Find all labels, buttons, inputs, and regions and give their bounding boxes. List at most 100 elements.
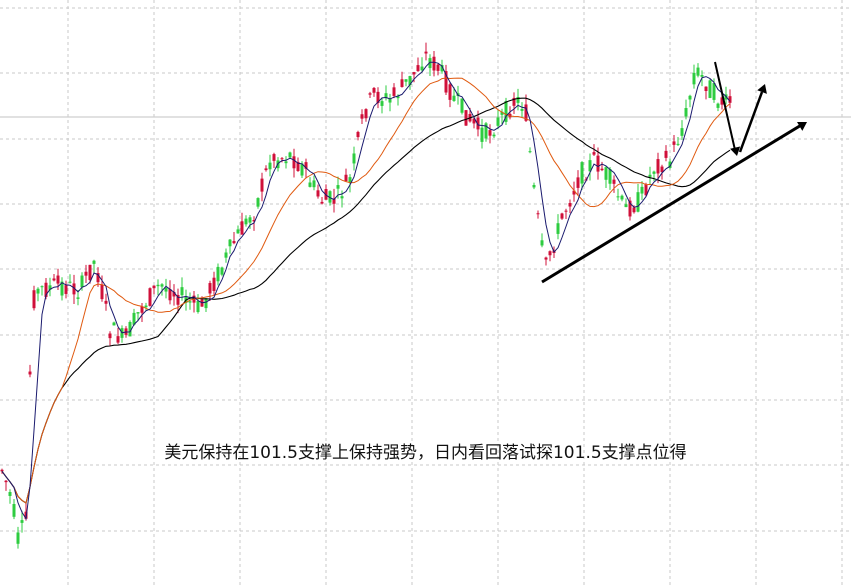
candle-body (536, 213, 540, 215)
candle-body (388, 98, 392, 103)
candle-body (340, 196, 344, 199)
candle-body (28, 371, 32, 375)
ma-long-line (1, 97, 731, 504)
candle-body (112, 322, 116, 326)
candle-body (260, 178, 264, 192)
candle-body (592, 152, 596, 155)
candle-body (172, 291, 176, 297)
candle-body (348, 177, 352, 183)
candle-body (36, 288, 40, 294)
candle-body (196, 300, 200, 312)
candle-body (668, 161, 672, 168)
candle-body (600, 168, 604, 171)
candle-body (404, 79, 408, 82)
candle-body (320, 201, 324, 204)
candle-body (556, 223, 560, 234)
candle-body (708, 80, 712, 98)
candle-body (156, 284, 160, 287)
candle-body (680, 128, 684, 136)
candle-body (212, 277, 216, 291)
candle-body (152, 285, 156, 289)
candle-body (68, 281, 72, 283)
candle-body (596, 155, 600, 172)
candle-body (428, 58, 432, 69)
candle-body (608, 169, 612, 184)
candle-body (232, 241, 236, 244)
trend-annotations (541, 61, 807, 284)
candle-body (336, 185, 340, 189)
candle-body (424, 51, 428, 54)
candle-body (504, 101, 508, 122)
candle-body (500, 111, 504, 115)
candle-body (76, 297, 80, 299)
candle-body (716, 103, 720, 108)
candle-body (88, 264, 92, 281)
candle-body (720, 97, 724, 105)
candle-body (420, 66, 424, 71)
candle-body (676, 143, 680, 145)
candle-body (496, 117, 500, 126)
candle-body (264, 168, 268, 171)
candle-body (252, 220, 256, 222)
trendline-arrow (541, 122, 804, 284)
candle-body (464, 110, 468, 126)
candlestick-series (0, 42, 732, 549)
candle-body (548, 251, 552, 256)
candle-body (164, 287, 168, 292)
candle-body (32, 290, 36, 309)
candle-body (168, 289, 172, 301)
candle-body (80, 275, 84, 288)
candle-body (692, 72, 696, 85)
candle-body (528, 151, 532, 153)
candle-body (664, 150, 668, 158)
candle-body (20, 520, 24, 523)
candle-body (480, 127, 484, 142)
candle-body (564, 210, 568, 212)
candle-body (384, 93, 388, 98)
candle-body (632, 207, 636, 213)
candle-body (436, 64, 440, 71)
candle-body (408, 76, 412, 85)
candle-body (272, 154, 276, 161)
candle-body (688, 95, 692, 100)
chart-annotation-text: 美元保持在101.5支撑上保持强势，日内看回落试探101.5支撑点位得 (164, 443, 687, 463)
candle-body (356, 131, 360, 138)
candle-body (292, 156, 296, 169)
candle-body (492, 134, 496, 137)
candle-body (620, 195, 624, 200)
candle-body (316, 190, 320, 197)
candle-body (256, 198, 260, 207)
candle-body (0, 469, 4, 472)
candle-body (228, 239, 232, 247)
pullback-arrowhead (730, 146, 741, 156)
candle-body (640, 186, 644, 194)
candle-body (64, 285, 68, 294)
candle-body (660, 166, 664, 173)
candle-body (652, 171, 656, 174)
candle-body (116, 336, 120, 343)
candle-body (540, 240, 544, 246)
candle-body (72, 283, 76, 295)
candle-body (576, 177, 580, 188)
candle-body (368, 93, 372, 95)
candle-body (440, 64, 444, 72)
candle-body (4, 480, 8, 483)
candle-body (60, 281, 64, 296)
candle-body (380, 101, 384, 106)
candle-body (140, 306, 144, 313)
candle-body (284, 161, 288, 164)
candle-body (476, 117, 480, 130)
candle-body (616, 196, 620, 198)
candle-body (44, 282, 48, 297)
candle-body (300, 163, 304, 176)
candle-body (328, 191, 332, 203)
candle-body (520, 108, 524, 111)
candle-body (400, 79, 404, 87)
candle-body (268, 162, 272, 170)
candle-body (216, 266, 220, 282)
candle-body (560, 213, 564, 219)
candle-body (280, 158, 284, 160)
candle-body (100, 284, 104, 300)
